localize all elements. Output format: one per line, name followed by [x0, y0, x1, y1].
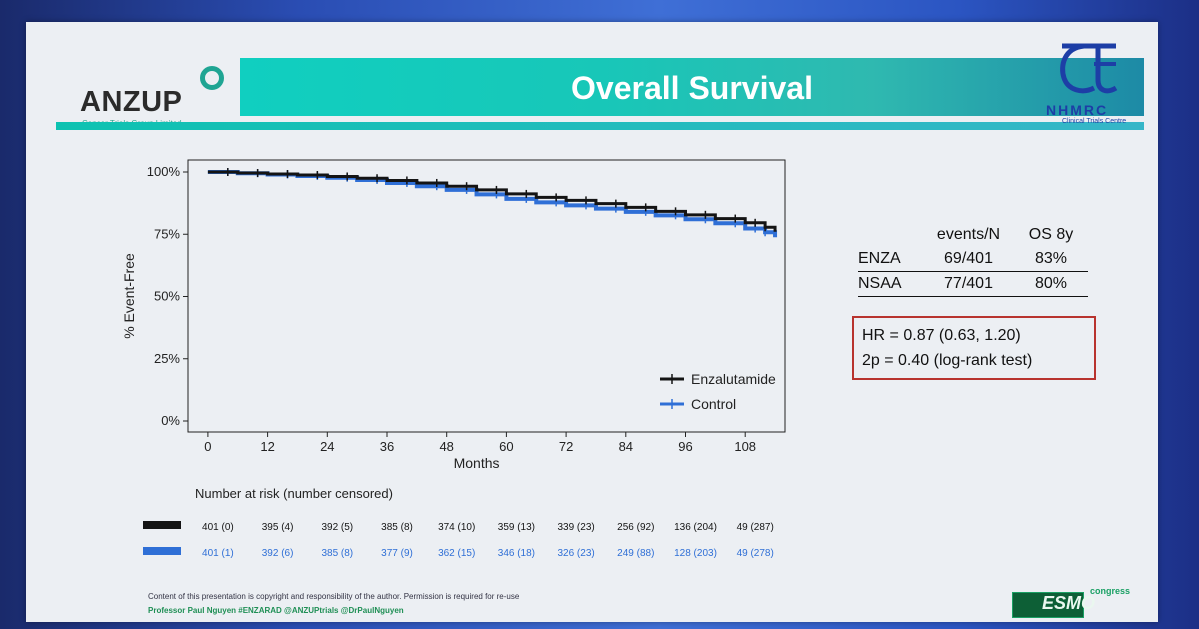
y-tick-label: 75% [154, 226, 180, 241]
x-tick-label: 0 [204, 439, 211, 454]
risk-row-swatch [143, 547, 181, 555]
risk-value: 395 (4) [262, 522, 294, 533]
hazard-ratio-line: HR = 0.87 (0.63, 1.20) [862, 327, 1021, 344]
slide: ANZUP Cancer Trials Group Limited Overal… [26, 22, 1158, 622]
stats-events: 69/401 [944, 250, 993, 267]
x-tick-label: 96 [678, 439, 692, 454]
x-tick-label: 24 [320, 439, 334, 454]
km-line-control [207, 170, 778, 238]
x-tick-label: 72 [559, 439, 573, 454]
risk-value: 385 (8) [321, 548, 353, 559]
risk-value: 401 (1) [202, 548, 234, 559]
risk-value: 401 (0) [202, 522, 234, 533]
esmo-logo-superscript: congress [1090, 586, 1131, 596]
stats-header-events: events/N [936, 226, 1001, 243]
stats-arm: NSAA [858, 275, 902, 292]
stats-table: events/N OS 8y ENZA 69/401 83% NSAA 77/4… [858, 223, 1088, 297]
risk-value: 49 (278) [737, 548, 774, 559]
x-tick-label: 48 [439, 439, 453, 454]
risk-value: 374 (10) [438, 522, 475, 533]
esmo-logo-text: ESMO [1042, 593, 1096, 613]
risk-value: 128 (203) [674, 548, 717, 559]
hazard-ratio-box: HR = 0.87 (0.63, 1.20) 2p = 0.40 (log-ra… [852, 316, 1096, 380]
stats-row-enza: ENZA 69/401 83% [858, 247, 1088, 272]
esmo-logo-box [1012, 592, 1084, 618]
anzup-ring-icon [200, 66, 224, 90]
risk-value: 136 (204) [674, 522, 717, 533]
slide-title: Overall Survival [571, 70, 813, 106]
nhmrc-logo-subtitle: Clinical Trials Centre [1062, 118, 1127, 125]
x-tick-label: 84 [619, 439, 633, 454]
x-tick-label: 36 [380, 439, 394, 454]
copyright-footer: Content of this presentation is copyrigh… [148, 592, 520, 601]
title-band: Overall Survival [240, 58, 1144, 116]
stats-arm: ENZA [858, 250, 901, 267]
risk-value: 346 (18) [498, 548, 535, 559]
nhmrc-logo: NHMRC Clinical Trials Centre [1044, 40, 1134, 140]
stats-row-nsaa: NSAA 77/401 80% [858, 272, 1088, 297]
risk-row-swatch [143, 521, 181, 529]
stats-os: 80% [1034, 275, 1068, 292]
risk-value: 359 (13) [498, 522, 535, 533]
esmo-logo: ESMO congress [1012, 584, 1142, 624]
plot-frame [187, 159, 786, 433]
author-footer: Professor Paul Nguyen #ENZARAD @ANZUPtri… [148, 606, 404, 615]
y-tick-label: 0% [161, 413, 180, 428]
risk-value: 392 (5) [321, 522, 353, 533]
risk-value: 256 (92) [617, 522, 654, 533]
x-tick-label: 60 [499, 439, 513, 454]
anzup-logo-text: ANZUP [80, 86, 183, 118]
risk-value: 49 (287) [737, 522, 774, 533]
risk-value: 249 (88) [617, 548, 654, 559]
risk-value: 377 (9) [381, 548, 413, 559]
stats-events: 77/401 [944, 275, 993, 292]
risk-table-title: Number at risk (number censored) [195, 486, 393, 501]
stats-header-row: events/N OS 8y [858, 223, 1088, 247]
y-tick-label: 50% [154, 289, 180, 304]
y-tick-label: 25% [154, 351, 180, 366]
title-underline [56, 122, 1144, 130]
stats-header-os: OS 8y [1028, 226, 1074, 243]
x-axis-label: Months [454, 455, 500, 471]
y-tick-label: 100% [147, 164, 181, 179]
y-axis-label: % Event-Free [121, 253, 137, 339]
risk-value: 385 (8) [381, 522, 413, 533]
x-tick-label: 108 [734, 439, 756, 454]
risk-value: 326 (23) [557, 548, 594, 559]
p-value-line: 2p = 0.40 (log-rank test) [862, 352, 1033, 369]
stats-os: 83% [1034, 250, 1068, 267]
risk-value: 362 (15) [438, 548, 475, 559]
risk-value: 339 (23) [557, 522, 594, 533]
x-tick-label: 12 [260, 439, 274, 454]
risk-value: 392 (6) [262, 548, 294, 559]
legend-label: Control [691, 396, 736, 412]
nhmrc-emblem-icon [1060, 43, 1118, 94]
km-line-enzalutamide [207, 170, 777, 232]
legend-label: Enzalutamide [691, 371, 776, 387]
nhmrc-logo-text: NHMRC [1046, 102, 1109, 118]
